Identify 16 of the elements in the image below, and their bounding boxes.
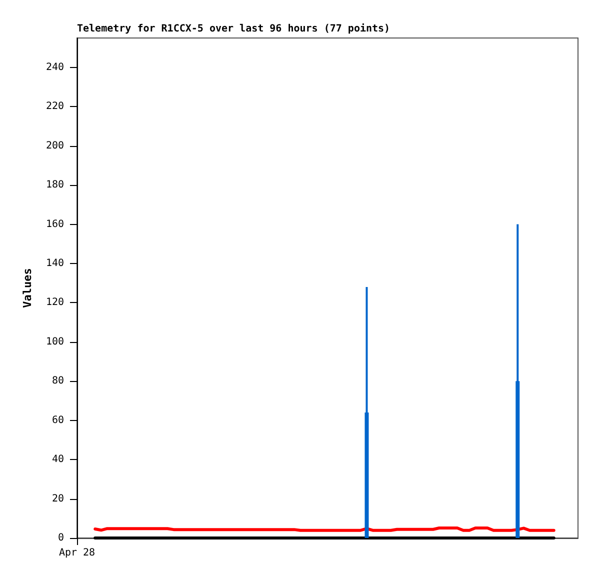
y-tick-label: 160: [46, 218, 64, 230]
y-tick-label: 220: [46, 101, 64, 112]
y-tick-label: 40: [52, 454, 64, 466]
y-tick-label: 180: [46, 180, 64, 191]
y-tick-label: 100: [46, 336, 64, 348]
y-tick-label: 200: [46, 140, 64, 152]
y-tick-label: 60: [52, 414, 64, 426]
x-tick-label: Apr 28: [58, 548, 96, 558]
y-tick-label: 80: [52, 376, 64, 387]
chart-title: Telemetry for R1CCX-5 over last 96 hours (77 points): [77, 22, 390, 34]
y-tick-label: 240: [46, 62, 64, 73]
y-tick-label: 120: [46, 297, 64, 308]
y-tick-label: 140: [46, 258, 64, 269]
y-tick-label: 20: [52, 493, 64, 504]
y-axis-title: Values: [21, 268, 34, 308]
y-tick-label: 0: [58, 532, 64, 544]
